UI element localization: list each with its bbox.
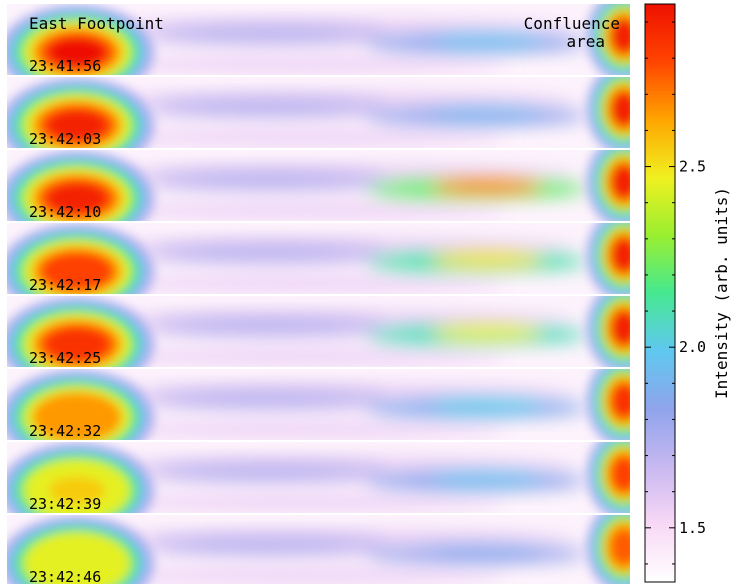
colorbar-tick-label: 1.5 bbox=[679, 519, 706, 537]
time-panel bbox=[7, 223, 630, 294]
confluence-header-line2: area bbox=[566, 32, 605, 51]
colorbar-gradient bbox=[644, 3, 676, 583]
time-panel bbox=[7, 515, 630, 584]
time-panel bbox=[7, 369, 630, 440]
east-footpoint-header: East Footpoint bbox=[29, 14, 164, 33]
panel-separator bbox=[7, 75, 630, 77]
colorbar: 1.5 2.0 2.5 bbox=[644, 3, 706, 583]
colorbar-tick-label: 2.0 bbox=[679, 338, 706, 356]
panel-separator bbox=[7, 221, 630, 223]
panel-time-label: 23:42:39 bbox=[29, 495, 101, 513]
confluence-header-line1: Confluence bbox=[524, 14, 620, 33]
time-panel bbox=[7, 77, 630, 148]
panel-time-label: 23:42:46 bbox=[29, 568, 101, 584]
panel-separator bbox=[7, 440, 630, 442]
panel-time-label: 23:42:25 bbox=[29, 349, 101, 367]
time-panel bbox=[7, 4, 630, 75]
colorbar-title: Intensity (arb. units) bbox=[712, 187, 731, 399]
time-panel bbox=[7, 442, 630, 513]
panel-time-label: 23:42:17 bbox=[29, 276, 101, 294]
colorbar-ticks: 1.5 2.0 2.5 bbox=[645, 21, 706, 565]
panel-separator bbox=[7, 513, 630, 515]
colorbar-tick-label: 2.5 bbox=[679, 158, 706, 176]
time-panel bbox=[7, 150, 630, 221]
panel-time-label: 23:42:03 bbox=[29, 130, 101, 148]
panel-separator bbox=[7, 148, 630, 150]
panel-separator bbox=[7, 367, 630, 369]
time-panel-stack: 23:41:56 23:42:03 23:42:10 23:42:17 23:42:25… bbox=[7, 4, 630, 584]
time-panel bbox=[7, 296, 630, 367]
panel-time-label: 23:41:56 bbox=[29, 57, 101, 75]
panel-separator bbox=[7, 294, 630, 296]
panel-time-label: 23:42:32 bbox=[29, 422, 101, 440]
panel-time-label: 23:42:10 bbox=[29, 203, 101, 221]
